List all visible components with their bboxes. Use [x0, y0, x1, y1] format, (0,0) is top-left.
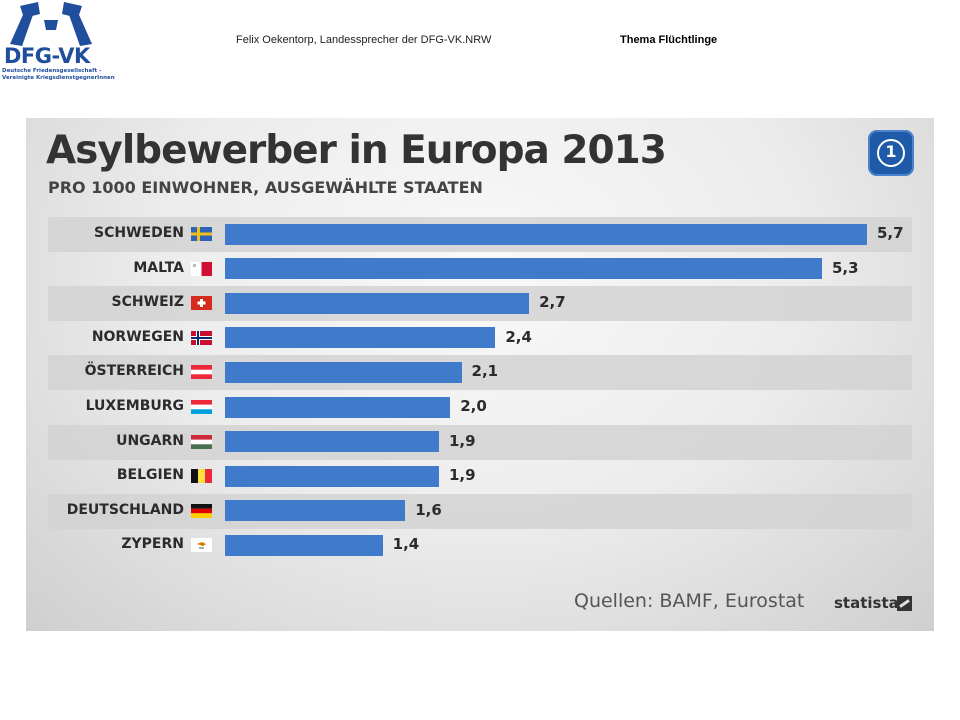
- category-label: SCHWEDEN: [94, 225, 184, 241]
- category-label: SCHWEIZ: [111, 294, 184, 311]
- category-label: ÖSTERREICH: [84, 363, 184, 380]
- bar: [225, 431, 439, 453]
- category-label: NORWEGEN: [91, 328, 184, 345]
- category-label: UNGARN: [116, 432, 184, 449]
- bar: [225, 361, 462, 383]
- value-label: 2,7: [539, 293, 566, 312]
- value-label: 1,6: [415, 500, 442, 519]
- value-label: 2,1: [471, 362, 499, 381]
- header-author: Felix Oekentorp, Landessprecher der DFG-…: [236, 34, 492, 46]
- chart-source: Quellen: BAMF, Eurostat: [574, 590, 805, 612]
- statista-brand: statista: [834, 594, 899, 612]
- dfg-vk-logo: DFG-VK Deutsche Friedensgesellschaft - V…: [0, 0, 115, 86]
- belgium-flag-icon: [191, 469, 212, 484]
- category-label: LUXEMBURG: [85, 398, 184, 414]
- category-label: MALTA: [133, 259, 184, 276]
- value-label: 1,9: [449, 466, 476, 485]
- bar: [225, 396, 451, 418]
- norway-flag-icon: [191, 330, 212, 345]
- value-label: 2,0: [460, 397, 487, 415]
- value-label: 5,7: [877, 224, 904, 242]
- chart-subtitle: PRO 1000 EINWOHNER, AUSGEWÄHLTE STAATEN: [48, 178, 483, 197]
- bar: [225, 534, 383, 556]
- category-label: DEUTSCHLAND: [66, 501, 184, 518]
- logo-subtitle-line-1: Deutsche Friedensgesellschaft -: [2, 68, 102, 74]
- chart-panel: Asylbewerber in Europa 2013 PRO 1000 EIN…: [26, 118, 934, 631]
- fists-broken-rifle-icon: [10, 2, 92, 46]
- value-label: 2,4: [505, 327, 532, 346]
- sweden-flag-icon: [191, 227, 212, 241]
- value-label: 5,3: [831, 258, 859, 277]
- luxembourg-flag-icon: [191, 400, 212, 414]
- bar: [225, 292, 530, 314]
- category-label: BELGIEN: [116, 467, 184, 484]
- value-label: 1,9: [449, 431, 476, 450]
- category-label: ZYPERN: [121, 536, 184, 553]
- malta-flag-icon: [191, 261, 212, 276]
- bar: [225, 327, 496, 349]
- value-label: 1,4: [392, 535, 420, 554]
- hungary-flag-icon: [191, 434, 212, 449]
- cyprus-flag-icon: [191, 538, 212, 553]
- bar: [225, 258, 822, 280]
- germany-flag-icon: [191, 503, 212, 518]
- chart-title: Asylbewerber in Europa 2013: [46, 128, 667, 173]
- bar: [225, 465, 439, 487]
- logo-subtitle-line-2: Vereinigte KriegsdienstgegnerInnen: [2, 75, 115, 81]
- tagesschau-logo-icon: 1: [868, 130, 914, 176]
- header-topic: Thema Flüchtlinge: [620, 34, 718, 46]
- switzerland-flag-icon: [191, 296, 212, 311]
- bar: [225, 223, 867, 245]
- bar: [225, 500, 406, 522]
- logo-subtitle: Deutsche Friedensgesellschaft - Vereinig…: [2, 68, 115, 82]
- logo-text: DFG-VK: [4, 44, 90, 68]
- statista-logo-icon: [897, 596, 912, 611]
- austria-flag-icon: [191, 365, 212, 380]
